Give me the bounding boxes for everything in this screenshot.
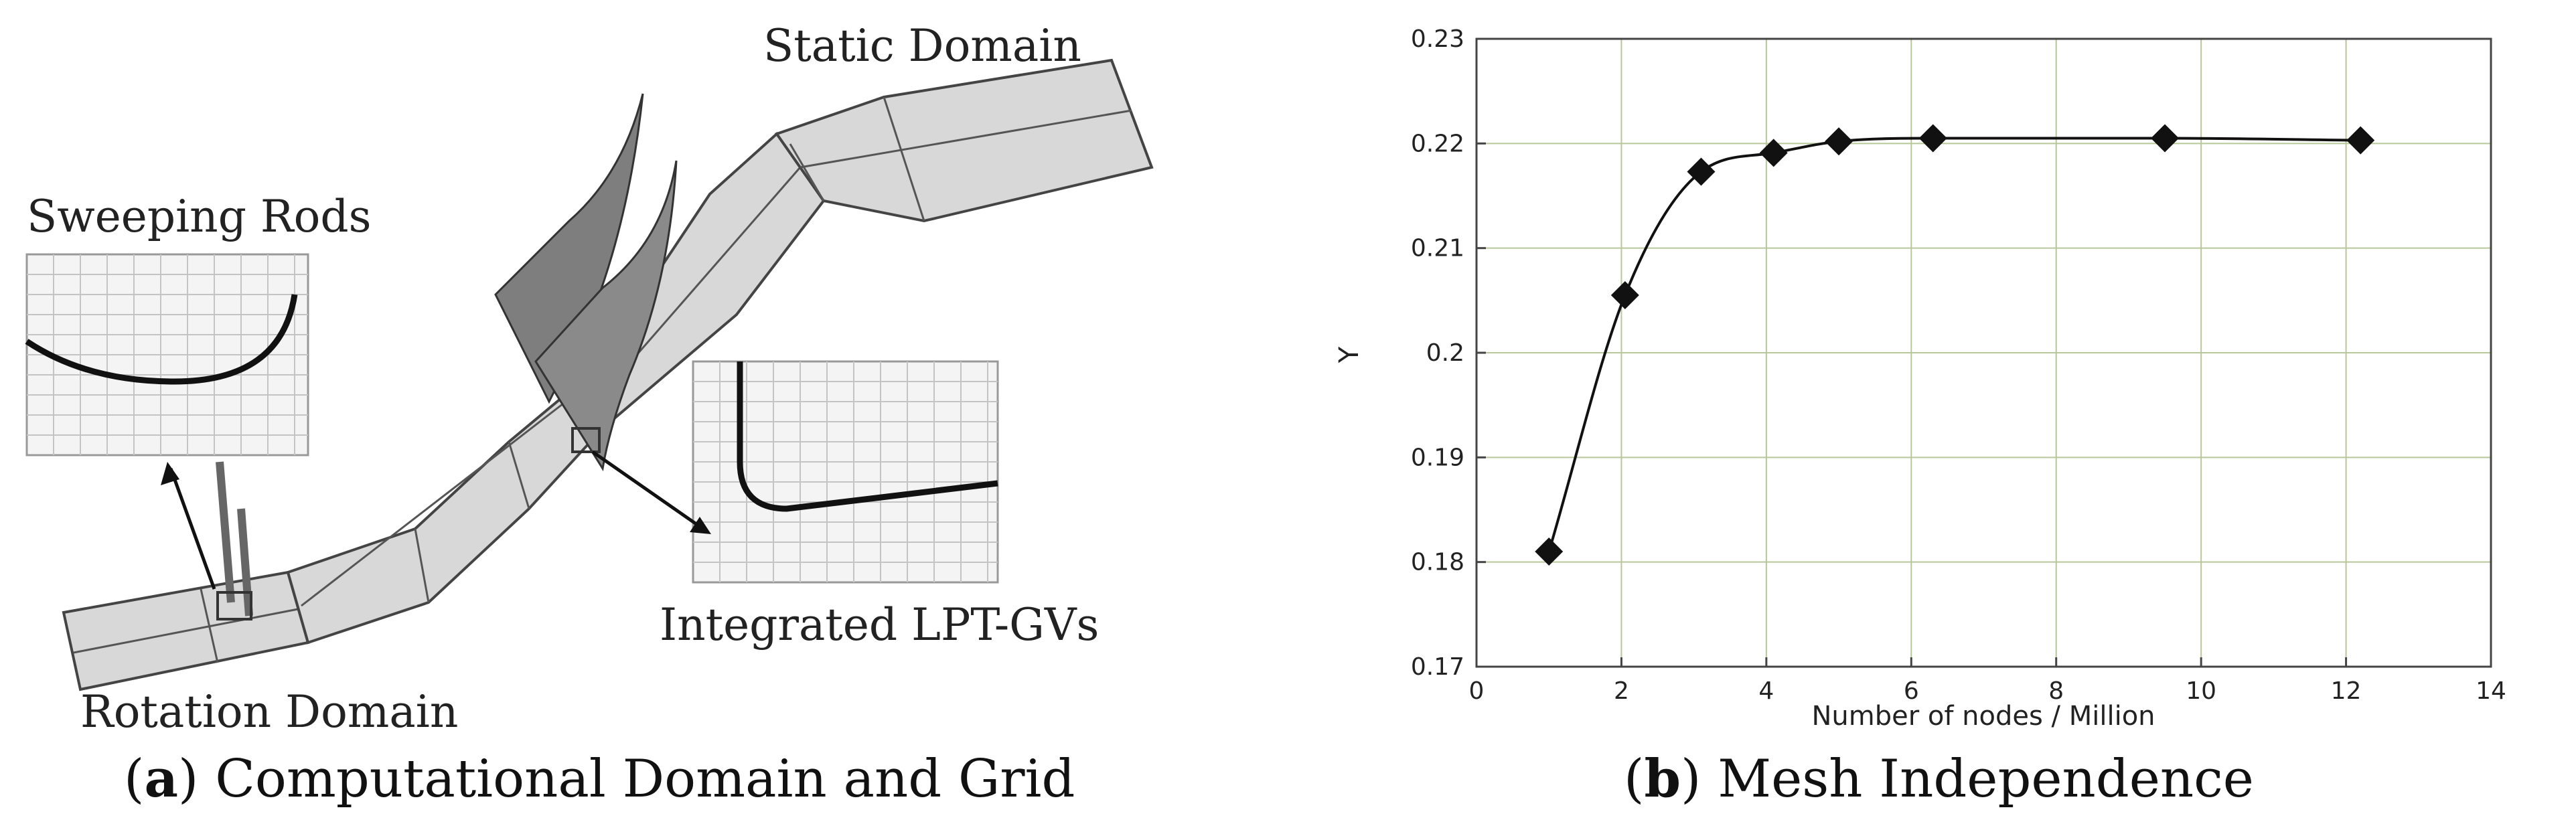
y-tick-label: 0.19 (1411, 444, 1464, 471)
caption-a: (a) Computational Domain and Grid (124, 748, 1075, 809)
sweeping-rod-2 (237, 508, 253, 616)
y-axis-label: Y (1334, 346, 1365, 363)
sweeping-rod-grid-inset (25, 253, 309, 457)
x-tick-label: 14 (2476, 677, 2506, 705)
data-point-marker (2151, 124, 2180, 153)
y-tick-label: 0.22 (1411, 130, 1464, 157)
figure-panel-b: 0 2 4 6 8 10 12 14 0.17 0.18 0.19 0.2 0.21 0.22 0.23 N… (1312, 0, 2576, 828)
vane-grid-inset (692, 360, 999, 584)
data-point-marker (1918, 124, 1947, 153)
y-tick-label: 0.18 (1411, 549, 1464, 576)
y-tick-label: 0.2 (1426, 339, 1464, 367)
figure-panel-a: Static Domain Sweeping Rods Integrated L… (25, 20, 1154, 809)
integrated-lpt-gvs-label: Integrated LPT-GVs (660, 599, 1100, 651)
chart-ticks: 0 2 4 6 8 10 12 14 0.17 0.18 0.19 0.2 0.21 0.22 0.23 (1411, 25, 2506, 705)
y-tick-label: 0.21 (1411, 235, 1464, 262)
duct-bend-section (286, 372, 605, 645)
x-tick-label: 2 (1614, 677, 1629, 705)
domain-illustration (25, 58, 1154, 691)
x-tick-label: 6 (1904, 677, 1919, 705)
guide-vane-2 (534, 160, 678, 472)
data-point-marker (1825, 127, 1853, 156)
series-line (1547, 137, 2361, 552)
x-tick-label: 0 (1469, 677, 1485, 705)
x-axis-label: Number of nodes / Million (1811, 701, 2155, 732)
sweeping-rod-1 (216, 461, 235, 603)
mesh-independence-chart: 0 2 4 6 8 10 12 14 0.17 0.18 0.19 0.2 0.21 0.22 0.23 N… (1334, 25, 2506, 732)
series-markers (1535, 124, 2375, 566)
duct-outlet-section (774, 58, 1154, 223)
arrow-to-rods (169, 468, 216, 590)
chart-grid (1476, 39, 2491, 667)
x-tick-label: 10 (2186, 677, 2216, 705)
y-tick-label: 0.17 (1411, 653, 1464, 681)
data-point-marker (1535, 537, 1564, 566)
x-tick-label: 4 (1758, 677, 1774, 705)
x-tick-label: 8 (2048, 677, 2064, 705)
sweeping-rods-label: Sweeping Rods (27, 191, 372, 242)
data-point-marker (2346, 126, 2375, 155)
static-domain-label: Static Domain (763, 20, 1081, 72)
caption-b: (b) Mesh Independence (1624, 748, 2254, 809)
rotation-domain-label: Rotation Domain (80, 686, 459, 738)
data-point-marker (1687, 157, 1716, 186)
arrow-to-vane-grid (591, 450, 704, 531)
y-tick-label: 0.23 (1411, 25, 1464, 53)
x-tick-label: 12 (2331, 677, 2362, 705)
data-point-marker (1759, 139, 1788, 167)
data-point-marker (1610, 281, 1639, 310)
